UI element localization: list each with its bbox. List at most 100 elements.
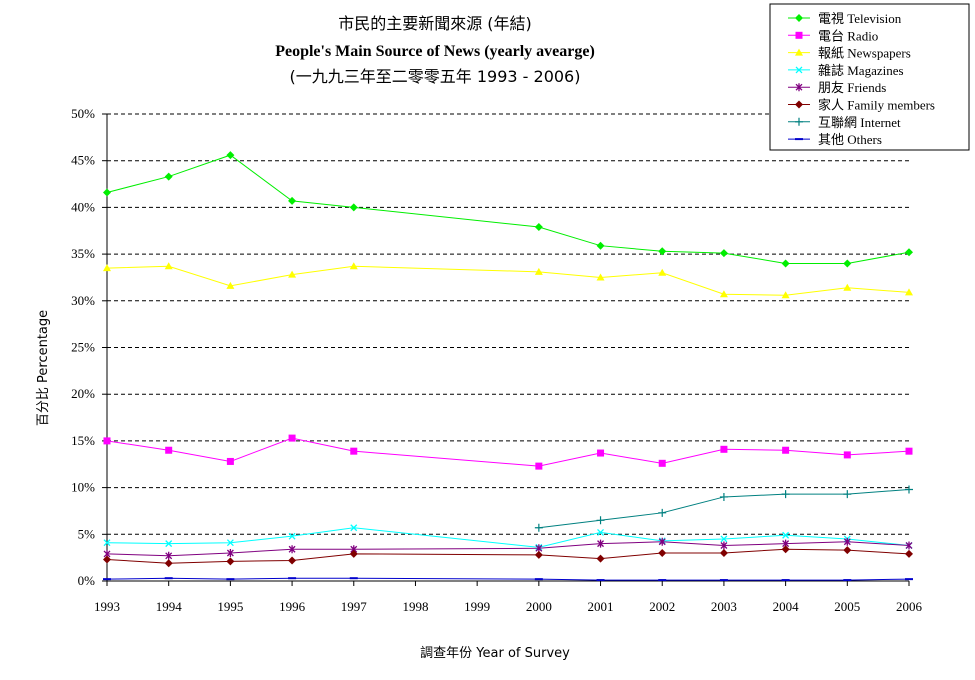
data-point (535, 462, 543, 470)
data-point (781, 291, 790, 299)
data-point (843, 537, 851, 546)
gridlines (107, 113, 909, 535)
data-point (288, 556, 297, 565)
data-point (781, 545, 790, 554)
series-2 (103, 262, 913, 299)
x-tick-label: 2002 (649, 599, 675, 614)
data-point (164, 559, 173, 568)
data-point (719, 290, 728, 298)
legend-marker (795, 100, 803, 109)
series-line (106, 541, 910, 557)
data-point (103, 188, 111, 197)
y-axis-label: 百分比 Percentage (36, 310, 51, 426)
chart-title: 市民的主要新聞來源 (年結) (338, 14, 532, 33)
x-tick-label: 2001 (588, 599, 614, 614)
data-point (905, 485, 913, 494)
data-point (103, 539, 111, 547)
data-point (781, 490, 790, 499)
legend-marker (795, 66, 803, 74)
x-tick-label: 2003 (711, 599, 737, 614)
y-tick-label: 10% (71, 480, 95, 495)
series-line (106, 265, 910, 296)
data-point (658, 537, 666, 546)
data-point (226, 548, 234, 557)
y-tick-label: 40% (71, 199, 95, 214)
data-point (658, 247, 667, 256)
x-tick-label: 2004 (773, 599, 800, 614)
series-0 (103, 151, 913, 268)
legend-label: 報紙 Newspapers (818, 46, 911, 61)
data-point (658, 459, 666, 467)
x-tick-labels: 1993 1994 1995 1996 1997 1998 1999 2000 2001 2002… (94, 581, 923, 614)
y-tick-label: 0% (78, 573, 96, 588)
series-3 (103, 524, 913, 551)
data-point (165, 551, 173, 560)
data-point (658, 268, 667, 276)
legend-label: 朋友 Friends (818, 80, 886, 95)
x-tick-label: 1995 (217, 599, 243, 614)
data-point (226, 151, 235, 160)
data-point (165, 446, 173, 454)
legend: 電視 Television 電台 Radio 報紙 Newspapers 雜誌 Mag… (769, 3, 970, 151)
x-tick-label: 1998 (402, 599, 428, 614)
data-point (534, 223, 543, 232)
x-tick-label: 1999 (464, 599, 490, 614)
x-tick-label: 2006 (896, 599, 923, 614)
legend-marker (795, 117, 803, 126)
data-point (782, 446, 790, 454)
data-point (597, 539, 604, 548)
data-point (226, 281, 235, 289)
data-point (843, 490, 852, 499)
data-point (226, 457, 234, 465)
series-line (106, 527, 910, 548)
x-axis-label: 調查年份 Year of Survey (420, 646, 570, 661)
data-point (596, 241, 605, 250)
data-point (350, 524, 358, 532)
data-point (596, 554, 605, 563)
data-point (719, 492, 728, 501)
chart-subtitle-2: (一九九三年至二零零五年 1993 - 2006) (290, 67, 581, 86)
data-point (719, 249, 728, 258)
data-point (905, 549, 913, 558)
y-tick-label: 15% (71, 433, 95, 448)
data-point (905, 288, 913, 296)
series-line (106, 577, 910, 581)
legend-label: 互聯網 Internet (818, 115, 901, 130)
data-point (350, 447, 358, 455)
data-point (103, 264, 111, 272)
legend-marker (795, 31, 803, 39)
data-point (288, 545, 296, 554)
data-point (349, 203, 358, 212)
legend-marker (795, 83, 803, 92)
data-point (534, 523, 543, 532)
data-point (534, 267, 543, 275)
data-point (288, 196, 297, 205)
y-tick-label: 50% (71, 106, 95, 121)
y-tick-labels: 0% 5% 10% 15% 20% 25% 30% 35% 40% 45% 50% (71, 106, 107, 588)
data-point (843, 546, 852, 555)
data-point (596, 516, 605, 525)
series-layer (103, 151, 913, 582)
data-point (288, 434, 296, 442)
data-point (720, 445, 728, 453)
chart-subtitle: People's Main Source of News (yearly ave… (275, 43, 595, 60)
x-tick-label: 2000 (526, 599, 552, 614)
legend-label: 家人 Family members (818, 98, 935, 113)
series-line (106, 437, 910, 467)
legend-label: 其他 Others (818, 132, 882, 147)
y-tick-label: 20% (71, 386, 95, 401)
legend-label: 電視 Television (818, 11, 902, 26)
legend-marker (795, 14, 803, 22)
data-point (596, 273, 605, 281)
series-5 (103, 545, 913, 568)
x-tick-label: 1993 (94, 599, 120, 614)
data-point (658, 508, 667, 517)
data-point (843, 259, 852, 268)
data-point (164, 172, 173, 181)
y-tick-label: 5% (78, 526, 96, 541)
data-point (719, 548, 728, 557)
data-point (103, 437, 111, 445)
x-tick-label: 1994 (156, 599, 183, 614)
data-point (720, 535, 728, 543)
legend-marker (795, 48, 803, 56)
